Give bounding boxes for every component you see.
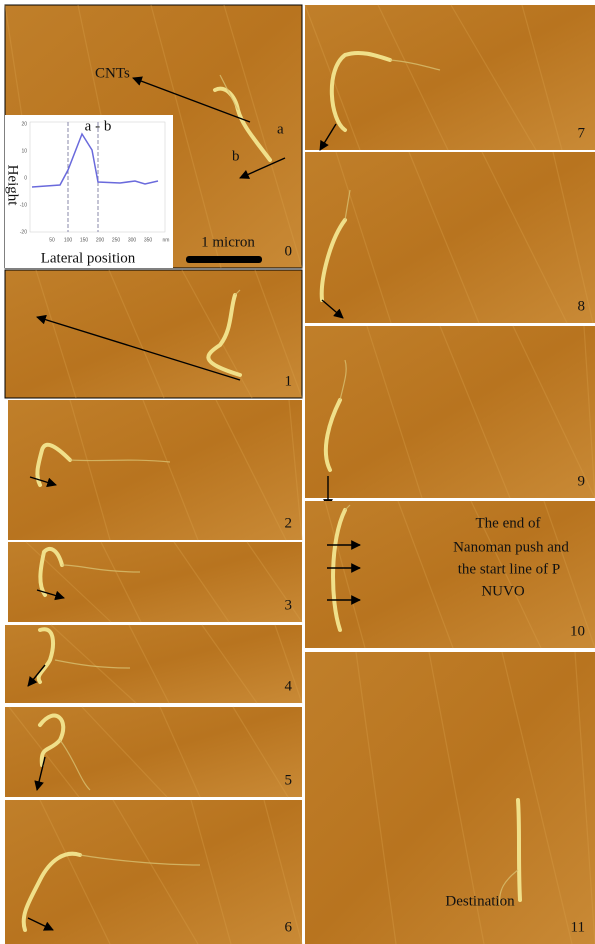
afm-panel: 3 [8,542,302,622]
inset-y-tick: 0 [24,175,27,181]
afm-panel: 1 [5,270,302,398]
afm-panel: 7 [305,5,595,150]
point-a: a [277,121,284,137]
panel-number: 11 [571,919,585,935]
inset-y-tick: -20 [20,229,27,235]
panel-background [305,152,595,323]
inset-x-unit: nm [163,237,170,243]
afm-panel: 6 [5,800,302,944]
destination-label: Destination [445,893,515,909]
afm-panel: 4 [5,625,302,703]
panel-background [5,270,302,398]
panel-number: 2 [285,515,293,531]
inset-x-tick: 300 [128,237,137,243]
panel-number: 4 [285,678,293,694]
figure: 0 1 2 3 4 5 6 7 8 9 10 11 a - b Height Lateral posi… [0,0,595,944]
panel-number: 5 [285,772,293,788]
inset-plot: a - b Height Lateral position 20100-10-2… [5,115,173,268]
panel-background [5,800,302,944]
panel-number: 9 [578,473,586,489]
panel-number: 1 [285,373,293,389]
note-line: the start line of P [458,561,560,577]
panel-number: 6 [285,919,293,935]
inset-x-tick: 150 [80,237,89,243]
inset-x-tick: 200 [96,237,105,243]
inset-x-label: Lateral position [41,250,136,266]
inset-y-tick: 10 [21,148,27,154]
panel-number: 3 [285,597,293,613]
scale-bar-label: 1 micron [201,234,255,250]
panel-number: 8 [578,298,586,314]
panel-number: 0 [285,243,293,259]
point-b: b [232,148,240,164]
scale-bar [186,256,262,263]
nanotube [518,800,520,900]
panel-number: 7 [578,125,586,141]
inset-x-tick: 100 [64,237,73,243]
panel-background [305,5,595,150]
afm-panel: 9 [305,326,595,508]
note-line: The end of [476,515,541,531]
panel-number: 10 [570,623,585,639]
inset-x-tick: 50 [49,237,55,243]
inset-y-tick: 20 [21,121,27,127]
afm-panel: 8 [305,152,595,323]
note-line: Nanoman push and [453,539,569,555]
inset-title: a - b [85,118,112,134]
inset-y-tick: -10 [20,202,27,208]
panel-background [8,400,302,540]
note-line: NUVO [481,583,524,599]
afm-panel: 2 [8,400,302,540]
inset-x-tick: 250 [112,237,121,243]
cnts-label: CNTs [95,65,130,81]
inset-y-label: Height [5,165,21,207]
panel-background [8,542,302,622]
inset-x-tick: 350 [144,237,153,243]
afm-panel: 5 [5,707,302,797]
